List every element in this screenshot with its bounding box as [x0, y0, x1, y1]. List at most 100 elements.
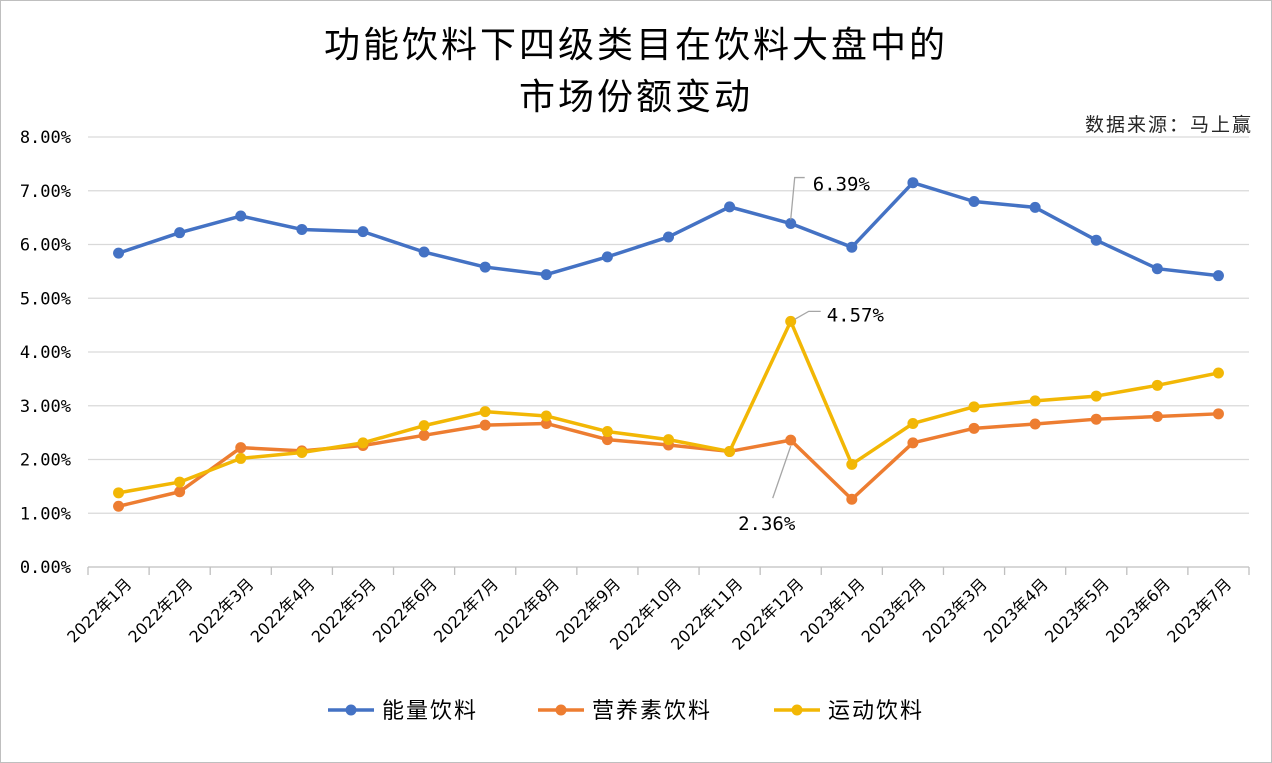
- data-point[interactable]: [113, 487, 125, 499]
- data-point[interactable]: [235, 210, 247, 222]
- y-tick-label: 3.00%: [20, 397, 71, 417]
- data-point[interactable]: [418, 246, 430, 258]
- data-label-leader: [794, 310, 821, 320]
- data-point[interactable]: [1090, 390, 1102, 402]
- legend-label: 运动饮料: [828, 699, 924, 724]
- data-point[interactable]: [663, 231, 674, 243]
- x-tick-label: 2022年5月: [308, 574, 380, 646]
- source-note: 数据来源：马上赢: [1085, 114, 1253, 136]
- y-tick-label: 2.00%: [20, 451, 71, 471]
- x-tick-label: 2022年6月: [369, 574, 441, 646]
- data-point[interactable]: [357, 437, 369, 449]
- y-tick-label: 6.00%: [20, 236, 71, 256]
- x-tick-label: 2022年4月: [247, 574, 319, 646]
- x-tick-label: 2023年6月: [1102, 574, 1174, 646]
- data-point[interactable]: [846, 458, 858, 470]
- series-2: [113, 315, 1224, 499]
- data-point[interactable]: [296, 447, 308, 459]
- data-point[interactable]: [601, 434, 613, 446]
- legend-item-0[interactable]: 能量饮料: [328, 699, 478, 724]
- data-point[interactable]: [907, 417, 919, 429]
- data-point[interactable]: [1090, 413, 1102, 425]
- data-point[interactable]: [1212, 270, 1224, 282]
- legend-marker: [345, 704, 357, 716]
- data-labels: 6.39% 4.57% 2.36%: [738, 174, 884, 536]
- data-label: 6.39%: [813, 174, 871, 196]
- data-point[interactable]: [1029, 418, 1041, 430]
- y-tick-label: 4.00%: [20, 343, 71, 363]
- data-point[interactable]: [1212, 367, 1224, 379]
- data-point[interactable]: [540, 417, 552, 429]
- data-point[interactable]: [540, 410, 552, 422]
- data-point[interactable]: [357, 226, 369, 238]
- y-tick-label: 7.00%: [20, 182, 71, 202]
- data-point[interactable]: [724, 201, 736, 213]
- legend-item-2[interactable]: 运动饮料: [774, 699, 924, 724]
- x-axis: 2022年1月2022年2月2022年3月2022年4月2022年5月2022年…: [63, 566, 1250, 654]
- data-point[interactable]: [785, 315, 797, 327]
- data-point[interactable]: [846, 241, 858, 253]
- data-point[interactable]: [846, 493, 858, 505]
- data-point[interactable]: [174, 476, 186, 488]
- data-point[interactable]: [235, 452, 247, 464]
- x-tick-label: 2023年2月: [858, 574, 930, 646]
- series-line: [116, 180, 1221, 278]
- x-tick-label: 2022年2月: [124, 574, 196, 646]
- data-point[interactable]: [1151, 411, 1163, 422]
- series-layer: [113, 177, 1224, 512]
- gridlines: [88, 136, 1249, 514]
- chart-title: 功能饮料下四级类目在饮料大盘中的: [324, 25, 948, 66]
- legend-marker: [791, 704, 803, 716]
- data-point[interactable]: [235, 442, 247, 454]
- data-point[interactable]: [418, 420, 430, 432]
- data-point[interactable]: [113, 247, 125, 259]
- data-label-leader: [790, 176, 805, 220]
- data-point[interactable]: [907, 437, 919, 449]
- x-tick-label: 2022年1月: [63, 574, 135, 646]
- x-tick-label: 2023年4月: [980, 574, 1052, 646]
- data-point[interactable]: [479, 261, 491, 273]
- data-point[interactable]: [479, 419, 491, 431]
- legend-marker: [555, 704, 567, 716]
- chart-subtitle: 市场份额变动: [519, 77, 753, 118]
- series-line: [116, 319, 1221, 495]
- data-point[interactable]: [968, 401, 980, 413]
- data-point[interactable]: [1212, 408, 1224, 420]
- y-axis: 0.00% 1.00% 2.00% 3.00% 4.00% 5.00% 6.00% 7.00%…: [20, 128, 71, 578]
- legend-label: 营养素饮料: [592, 699, 712, 724]
- data-point[interactable]: [968, 196, 980, 207]
- data-point[interactable]: [1090, 234, 1102, 246]
- data-point[interactable]: [907, 177, 919, 189]
- data-point[interactable]: [174, 227, 186, 239]
- data-point[interactable]: [663, 434, 674, 446]
- data-point[interactable]: [785, 218, 797, 230]
- y-tick-label: 1.00%: [20, 504, 71, 524]
- data-label: 4.57%: [827, 304, 885, 326]
- x-tick-label: 2022年3月: [186, 574, 258, 646]
- data-point[interactable]: [113, 500, 125, 512]
- legend-item-1[interactable]: 营养素饮料: [538, 699, 712, 724]
- data-point[interactable]: [174, 486, 186, 498]
- x-tick-label: 2022年7月: [430, 574, 502, 646]
- data-point[interactable]: [479, 406, 491, 418]
- x-tick-label: 2022年8月: [491, 574, 563, 646]
- data-point[interactable]: [540, 269, 552, 281]
- series-0: [113, 177, 1224, 282]
- data-point[interactable]: [1029, 395, 1041, 407]
- data-point[interactable]: [601, 426, 613, 438]
- data-point[interactable]: [1151, 263, 1163, 275]
- data-point[interactable]: [296, 223, 308, 235]
- y-tick-label: 5.00%: [20, 289, 71, 309]
- y-tick-label: 8.00%: [20, 128, 71, 148]
- data-point[interactable]: [418, 429, 430, 441]
- data-point[interactable]: [724, 445, 736, 457]
- data-point[interactable]: [1151, 379, 1163, 391]
- legend[interactable]: 能量饮料 营养素饮料 运动饮料: [328, 699, 924, 724]
- data-point[interactable]: [968, 422, 980, 434]
- data-point[interactable]: [601, 251, 613, 263]
- data-point[interactable]: [785, 434, 797, 446]
- data-point[interactable]: [1029, 201, 1041, 213]
- data-label-leader: [772, 445, 792, 499]
